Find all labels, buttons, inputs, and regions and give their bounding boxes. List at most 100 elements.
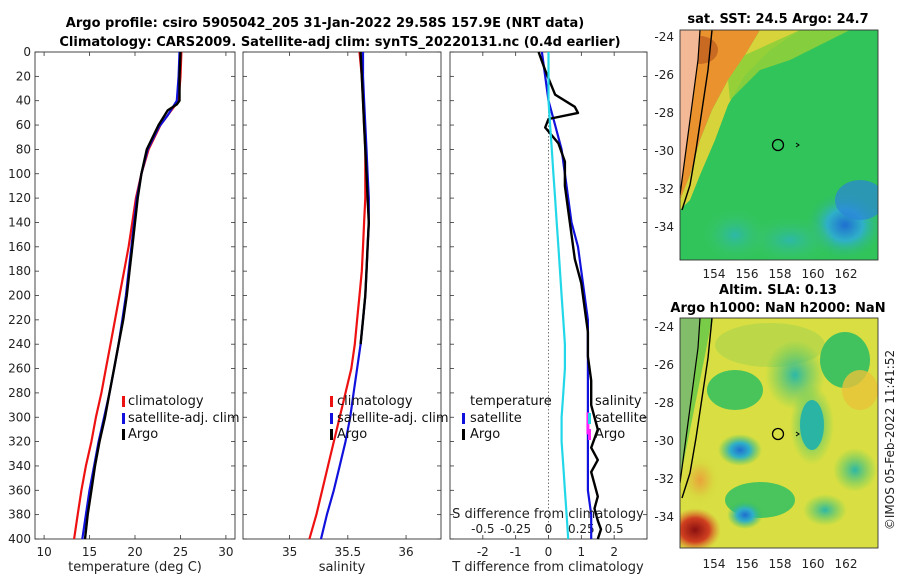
sst-ytick--28: -28 [654, 106, 674, 120]
ytick-label: 120 [8, 191, 31, 205]
sst-xtick-162: 162 [835, 267, 858, 281]
xtick-label: 15 [82, 545, 97, 559]
xtick-label: 2 [610, 545, 618, 559]
xtick-label: 1 [578, 545, 586, 559]
legend-swatch-salinity-satellite [588, 413, 591, 424]
legend-label-climatology: climatology [128, 394, 204, 409]
salinity-legend: climatology satellite-adj. clim Argo [330, 394, 449, 442]
sst-xtick-160: 160 [802, 267, 825, 281]
legend-label-satellite-adj: satellite-adj. clim [128, 411, 240, 426]
legend-label-climatology: climatology [337, 394, 413, 409]
sst-xtick-154: 154 [703, 267, 726, 281]
series-line-salinity-satellite [547, 52, 570, 540]
difference-panel: -2 -1 0 1 2 -0.5 -0.25 0 0.25 0.5 temperature sat… [449, 51, 648, 575]
top-xtick-label: 0.5 [605, 522, 624, 536]
sla-map-title-line1: Altim. SLA: 0.13 [719, 283, 837, 298]
sla-xtick-160: 160 [802, 557, 825, 571]
ytick-label: 200 [8, 289, 31, 303]
xtick-label: 10 [36, 545, 51, 559]
ytick-label: 80 [16, 142, 31, 156]
salinity-plot-frame [242, 51, 442, 540]
legend-swatch-climatology [122, 396, 125, 407]
xtick-label: -1 [510, 545, 522, 559]
figure-title-line2: Climatology: CARS2009. Satellite-adj cli… [59, 35, 620, 50]
legend-label-salinity-argo: Argo [595, 427, 625, 442]
ytick-label: 400 [8, 532, 31, 546]
argo-position-marker [771, 427, 785, 441]
legend-swatch-salinity-argo [588, 429, 591, 440]
xtick-label: 0 [545, 545, 553, 559]
sst-ytick--32: -32 [654, 182, 674, 196]
legend-swatch-argo [122, 429, 125, 440]
top-xtick-label: -0.25 [500, 522, 531, 536]
legend-swatch-temperature-satellite [462, 413, 465, 424]
legend-label-temperature-argo: Argo [470, 427, 500, 442]
figure-title-line1: Argo profile: csiro 5905042_205 31-Jan-2… [66, 16, 584, 31]
series-line-temperature-argo [537, 51, 603, 540]
legend-label-satellite-adj: satellite-adj. clim [337, 411, 449, 426]
temperature-xlabel: temperature (deg C) [68, 560, 202, 575]
top-xtick-label: -0.5 [471, 522, 494, 536]
ytick-label: 20 [16, 69, 31, 83]
sst-ytick--30: -30 [654, 144, 674, 158]
series-line-argo [359, 51, 370, 345]
temperature-plot-frame [34, 51, 236, 540]
ytick-label: 100 [8, 167, 31, 181]
legend-swatch-temperature-argo [462, 429, 465, 440]
sst-map-title: sat. SST: 24.5 Argo: 24.7 [687, 12, 868, 27]
ytick-label: 360 [8, 483, 31, 497]
ytick-label: 160 [8, 240, 31, 254]
difference-legend-salinity: salinity satellite Argo [588, 394, 647, 442]
sst-ytick--26: -26 [654, 68, 674, 82]
sst-ytick--24: -24 [654, 30, 674, 44]
sla-ytick--30: -30 [654, 434, 674, 448]
legend-label-temperature-satellite: satellite [470, 411, 522, 426]
sst-xtick-156: 156 [736, 267, 759, 281]
sla-map-image [680, 318, 878, 548]
sst-map-image [680, 30, 878, 260]
legend-swatch-satellite-adj [330, 413, 333, 424]
ytick-label: 180 [8, 264, 31, 278]
copyright-timestamp: ©IMOS 05-Feb-2022 11:41:52 [883, 350, 897, 530]
sla-ytick--26: -26 [654, 358, 674, 372]
series-line-argo [83, 51, 182, 540]
sla-xtick-156: 156 [736, 557, 759, 571]
xtick-label: 20 [127, 545, 142, 559]
difference-xlabel: T difference from climatology [451, 560, 644, 575]
argo-position-marker [771, 138, 785, 152]
sst-map-panel: sat. SST: 24.5 Argo: 24.7 154 156 158 16… [654, 12, 879, 281]
sst-xtick-158: 158 [769, 267, 792, 281]
xtick-label: 35 [282, 545, 297, 559]
ytick-label: 340 [8, 459, 31, 473]
sla-xtick-162: 162 [835, 557, 858, 571]
ytick-label: 0 [23, 45, 31, 59]
legend-title-temperature: temperature [470, 394, 552, 409]
sla-ytick--32: -32 [654, 472, 674, 486]
series-line-temperature-satellite [540, 51, 593, 539]
xtick-label: -2 [477, 545, 489, 559]
salinity-xlabel: salinity [319, 560, 366, 575]
legend-swatch-climatology [330, 396, 333, 407]
sla-ytick--28: -28 [654, 396, 674, 410]
ytick-label: 40 [16, 94, 31, 108]
legend-label-salinity-satellite: satellite [595, 411, 647, 426]
legend-label-argo: Argo [128, 427, 158, 442]
xtick-label: 30 [218, 545, 233, 559]
temperature-legend: climatology satellite-adj. clim Argo [122, 394, 240, 442]
sla-map-panel: Altim. SLA: 0.13 Argo h1000: NaN h2000: … [654, 283, 885, 571]
temperature-panel: 0 20 40 60 80 100 120 140 160 180 200 220 240 260 280 3… [8, 45, 240, 575]
xtick-label: 35.5 [334, 545, 361, 559]
sla-ytick--34: -34 [654, 510, 674, 524]
ytick-label: 280 [8, 386, 31, 400]
top-xtick-label: 0 [545, 522, 553, 536]
ytick-label: 380 [8, 508, 31, 522]
ytick-label: 60 [16, 118, 31, 132]
ytick-label: 220 [8, 313, 31, 327]
legend-title-salinity: salinity [595, 394, 642, 409]
xtick-label: 36 [398, 545, 413, 559]
top-xtick-label: 0.25 [568, 522, 595, 536]
sla-map-title-line2: Argo h1000: NaN h2000: NaN [670, 301, 885, 316]
sla-xtick-154: 154 [703, 557, 726, 571]
ytick-label: 140 [8, 215, 31, 229]
